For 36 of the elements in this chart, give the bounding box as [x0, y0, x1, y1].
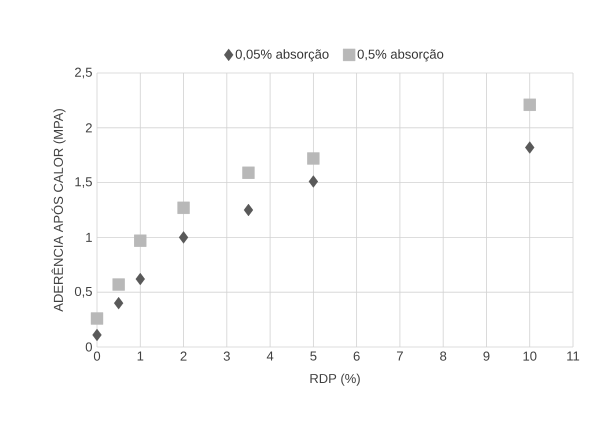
y-axis-title: ADERÊNCIA APÓS CALOR (MPA) — [51, 109, 66, 312]
point — [242, 166, 255, 179]
point — [177, 202, 190, 214]
point — [525, 141, 534, 154]
point — [244, 204, 254, 216]
y-tick-label: 0,5 — [74, 286, 92, 298]
x-tick-label: 8 — [440, 352, 446, 361]
x-tick-label: 3 — [224, 352, 230, 361]
point — [308, 175, 318, 188]
legend-label: 0,5% absorção — [358, 49, 444, 62]
point — [524, 98, 536, 111]
x-tick-label: 9 — [483, 352, 490, 361]
x-tick-label: 4 — [266, 352, 274, 360]
point — [178, 231, 188, 244]
point — [134, 234, 146, 247]
y-tick-label: 2,5 — [75, 68, 92, 78]
point — [114, 296, 124, 310]
point — [90, 312, 104, 325]
y-tick-label: 1 — [86, 232, 92, 242]
x-tick-label: 1 — [138, 352, 144, 360]
x-tick-label: 2 — [180, 352, 187, 361]
x-axis-title: RDP (%) — [310, 374, 360, 386]
x-tick-label: 7 — [396, 352, 403, 360]
legend-label: 0,05% absorção — [236, 49, 329, 62]
point — [112, 278, 125, 291]
x-tick-label: 5 — [310, 352, 316, 361]
point — [92, 328, 102, 342]
point — [136, 272, 145, 286]
point — [307, 152, 320, 165]
y-tick-label: 2 — [86, 123, 92, 132]
x-tick-label: 0 — [94, 352, 100, 361]
y-tick-label: 1,5 — [75, 177, 92, 188]
x-tick-label: 11 — [567, 352, 580, 360]
y-tick-label: 0 — [86, 342, 92, 352]
x-tick-label: 6 — [354, 352, 360, 361]
x-tick-label: 10 — [523, 352, 536, 361]
